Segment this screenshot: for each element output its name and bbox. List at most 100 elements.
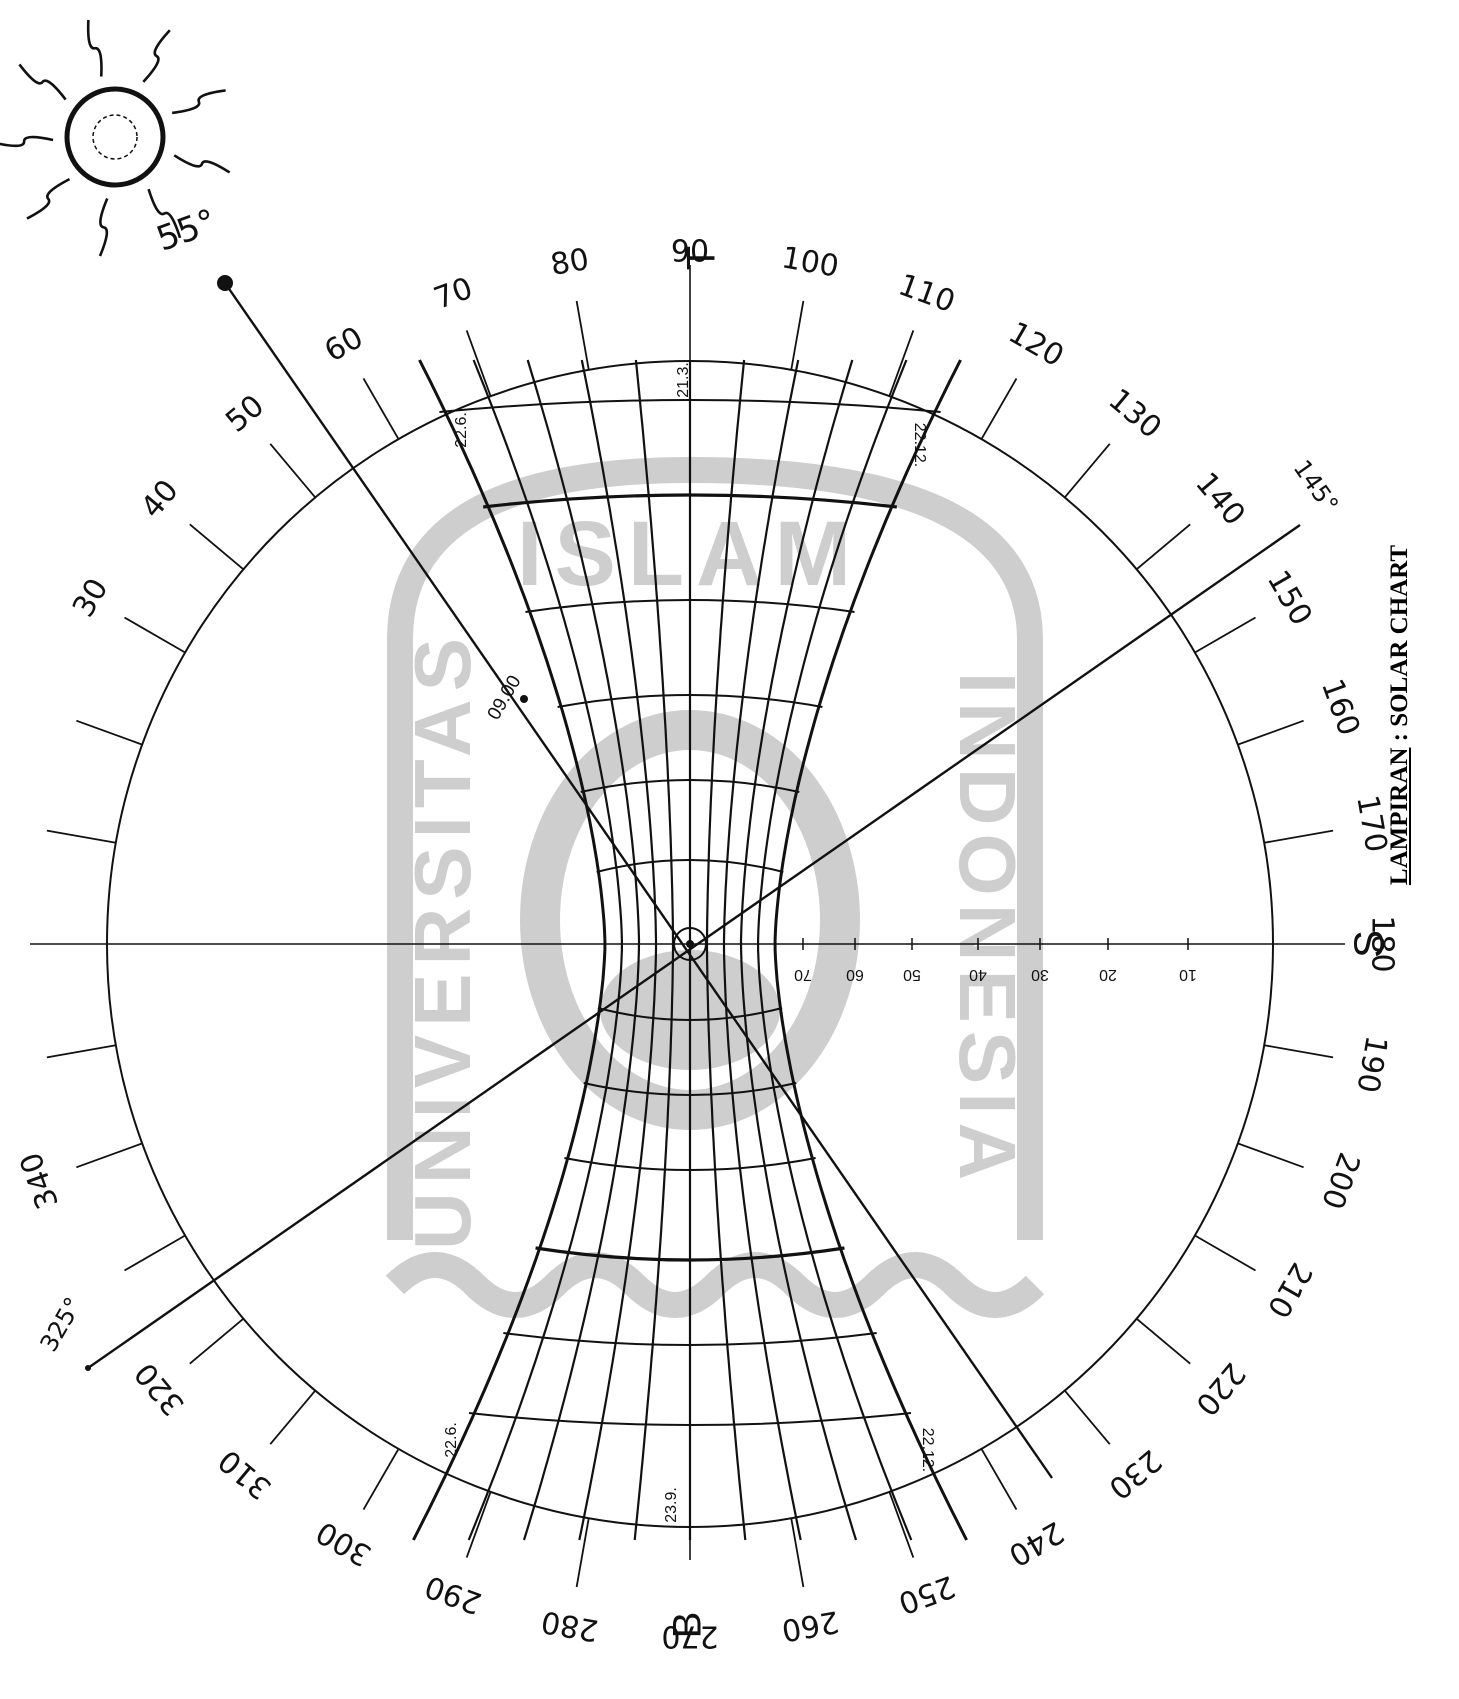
bearing-label: 90	[671, 235, 709, 270]
sun-ray	[142, 29, 171, 83]
bearing-label: 40	[134, 473, 185, 525]
altitude-scale-label: 40	[969, 966, 987, 983]
bearing-label: 30	[66, 573, 115, 624]
bearing-label: 180	[1365, 915, 1400, 972]
date-label-top-mid: 21.3.	[675, 362, 692, 398]
sun-azimuth-ray	[224, 282, 1053, 1479]
bearing-tick	[1194, 1234, 1256, 1272]
bearing-tick	[465, 1491, 492, 1558]
sun-ray	[18, 63, 67, 101]
bearing-label: 70	[429, 271, 477, 317]
bearing-label: 210	[1260, 1256, 1319, 1323]
date-curve	[412, 359, 607, 1541]
date-curve	[522, 359, 641, 1541]
bearing-tick	[1263, 829, 1334, 844]
bearing-tick	[1136, 523, 1191, 570]
sun-ray	[171, 89, 226, 115]
date-label-bot-left: 22.6.	[443, 1422, 460, 1458]
bearing-tick	[1194, 616, 1256, 654]
bearing-label: 110	[894, 268, 960, 320]
bearing-tick	[1064, 443, 1111, 498]
bearing-tick	[1237, 719, 1304, 746]
bearing-tick	[269, 443, 316, 498]
compass-south: S	[1345, 930, 1392, 958]
bearing-label: 150	[1260, 564, 1319, 631]
bearing-label: 340	[14, 1148, 66, 1214]
bearing-tick	[362, 1448, 400, 1510]
caption-title: : SOLAR CHART	[1386, 544, 1413, 748]
altitude-scale-label: 30	[1031, 966, 1049, 983]
bearing-tick	[1263, 1044, 1334, 1059]
bearing-label: 220	[1188, 1356, 1252, 1422]
sun-ray	[147, 188, 182, 239]
altitude-scale-label: 50	[903, 966, 921, 983]
bearing-tick	[124, 1234, 186, 1272]
bearing-tick	[980, 1448, 1018, 1510]
bearing-tick	[46, 829, 117, 844]
date-label-top-left: 22.6.	[453, 412, 470, 448]
bearing-tick	[189, 523, 244, 570]
bearing-label: 130	[1102, 382, 1168, 446]
bearing-tick	[1064, 1390, 1111, 1445]
watermark-script	[385, 1252, 1045, 1318]
time-label: 09.00	[484, 672, 526, 724]
watermark-line3: INDONESIA	[943, 672, 1032, 1189]
ray-label-145: 145°	[1288, 455, 1344, 518]
bearing-label: 190	[1349, 1033, 1393, 1095]
bearing-label: 240	[1002, 1514, 1069, 1573]
date-curve	[739, 359, 858, 1541]
bearing-tick	[888, 1491, 915, 1558]
date-curve	[633, 359, 675, 1541]
time-marker-dot	[520, 695, 528, 703]
bearing-label: 280	[539, 1603, 601, 1647]
date-curve	[773, 359, 968, 1541]
sun-angle-label: 55°	[151, 201, 221, 259]
sun-disc	[64, 86, 166, 188]
date-curve	[757, 359, 913, 1541]
date-label-bot-right: 22.12.	[919, 1428, 936, 1472]
orientation-ray-end	[85, 1365, 91, 1371]
altitude-scale-label: 70	[794, 966, 812, 983]
bearing-label: 290	[420, 1568, 486, 1620]
bearing-label: 120	[1002, 315, 1069, 374]
compass-east: T	[680, 246, 724, 270]
sun-ray	[0, 135, 54, 148]
sun-ray	[98, 198, 109, 257]
bearing-tick	[269, 1390, 316, 1445]
sun-ray	[86, 19, 103, 77]
bearing-label: 160	[1314, 674, 1366, 740]
caption-appendix: LAMPIRAN	[1386, 747, 1413, 886]
bearing-tick	[124, 616, 186, 654]
bearing-tick	[575, 1517, 590, 1588]
altitude-scale-label: 60	[846, 966, 864, 983]
center-dot	[686, 940, 694, 948]
bearing-tick	[888, 330, 915, 397]
sun-ray-end	[217, 275, 233, 291]
center-marker	[673, 927, 707, 961]
page-caption: LAMPIRAN : SOLAR CHART	[1386, 545, 1414, 885]
bearing-tick	[76, 1142, 143, 1169]
bearing-label: 60	[319, 320, 370, 369]
bearing-tick	[790, 300, 805, 371]
orientation-ray	[87, 524, 1301, 1369]
date-curve	[467, 359, 623, 1541]
bearing-tick	[980, 378, 1018, 440]
ray-label-325: 325°	[35, 1292, 88, 1356]
chart-outline	[30, 265, 1345, 1560]
bearing-tick	[46, 1044, 117, 1059]
altitude-scale-label: 20	[1099, 966, 1117, 983]
bearing-label: 250	[894, 1568, 960, 1620]
bearing-label: 230	[1102, 1442, 1168, 1506]
sunpath-grid	[412, 359, 968, 1541]
bearing-tick	[790, 1517, 805, 1588]
date-curve	[705, 359, 747, 1541]
bearing-label: 260	[779, 1603, 841, 1647]
bearing-tick	[189, 1318, 244, 1365]
bearing-tick	[362, 378, 400, 440]
date-label-top-right: 22.12.	[911, 423, 928, 467]
watermark-line2: UNIVERSITAS	[398, 630, 487, 1250]
bearing-label: 80	[548, 242, 592, 283]
compass-west: B	[666, 1612, 710, 1639]
bearing-tick	[1237, 1142, 1304, 1169]
